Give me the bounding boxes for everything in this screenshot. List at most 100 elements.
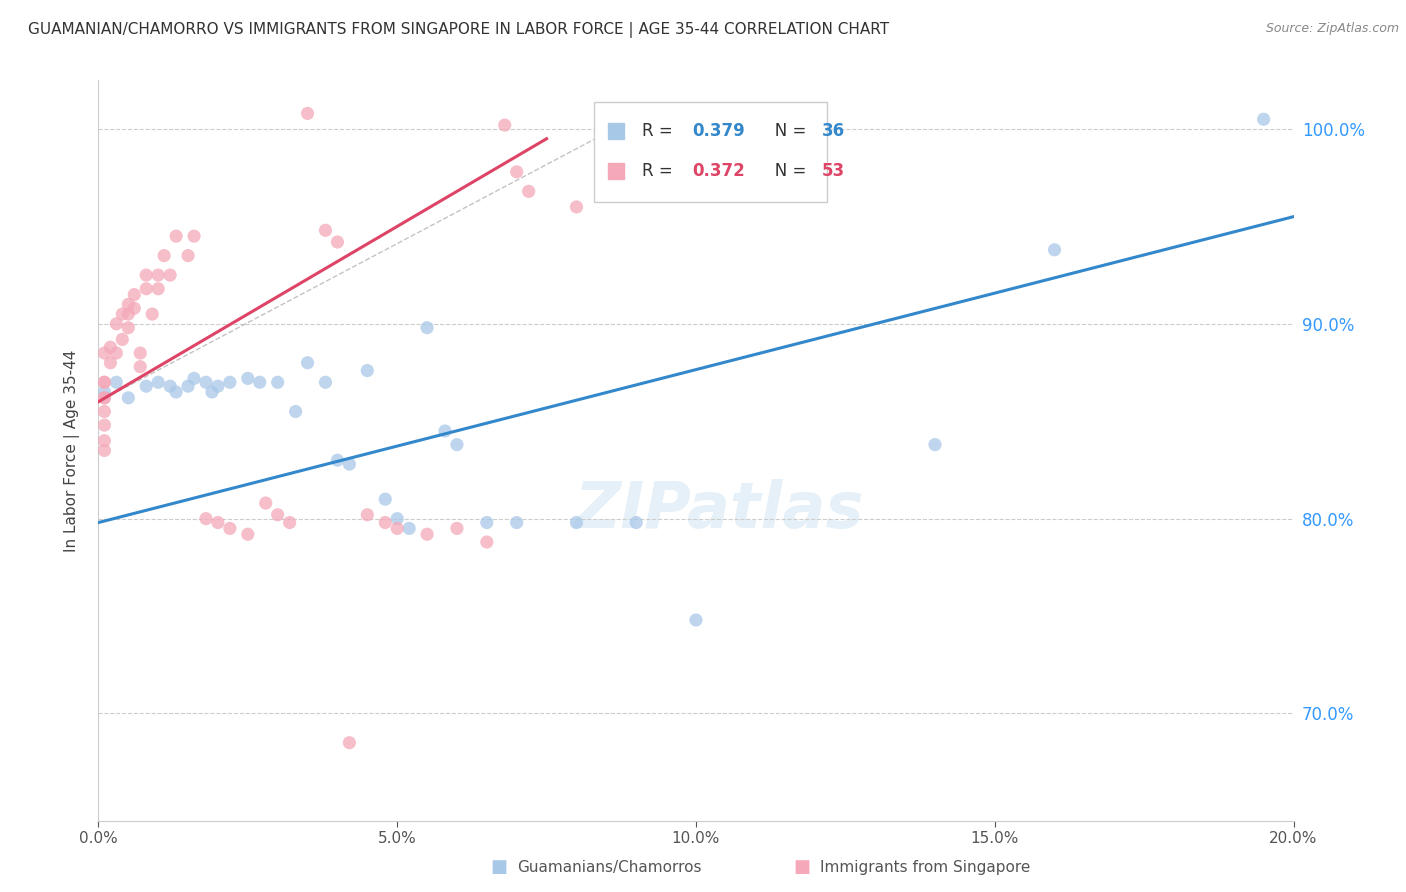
Point <box>93 434 115 448</box>
Point <box>105 346 128 360</box>
Point <box>183 371 205 385</box>
Y-axis label: In Labor Force | Age 35-44: In Labor Force | Age 35-44 <box>63 350 80 551</box>
Point <box>685 613 707 627</box>
Point <box>236 371 259 385</box>
Point <box>93 384 115 399</box>
Text: R =: R = <box>643 121 678 140</box>
Point <box>207 516 229 530</box>
Point <box>315 223 337 237</box>
Point <box>924 437 946 451</box>
Point <box>93 376 115 390</box>
Point <box>249 376 271 390</box>
Text: Source: ZipAtlas.com: Source: ZipAtlas.com <box>1265 22 1399 36</box>
Point <box>356 508 378 522</box>
Point <box>385 521 409 535</box>
Text: 0.372: 0.372 <box>692 161 745 179</box>
Text: N =: N = <box>759 121 811 140</box>
Text: 36: 36 <box>821 121 845 140</box>
Point <box>129 359 152 374</box>
Point <box>315 376 337 390</box>
Point <box>117 320 139 334</box>
Point <box>416 527 439 541</box>
Point <box>159 379 181 393</box>
Point <box>135 268 157 282</box>
Point <box>494 118 516 132</box>
Point <box>93 391 115 405</box>
Point <box>297 106 319 120</box>
Text: GUAMANIAN/CHAMORRO VS IMMIGRANTS FROM SINGAPORE IN LABOR FORCE | AGE 35-44 CORRE: GUAMANIAN/CHAMORRO VS IMMIGRANTS FROM SI… <box>28 22 889 38</box>
Point <box>416 320 439 334</box>
Point <box>165 229 187 244</box>
Point <box>278 516 301 530</box>
Point <box>267 508 290 522</box>
Point <box>565 516 588 530</box>
Point <box>111 307 134 321</box>
Point <box>93 404 115 418</box>
Point <box>284 404 307 418</box>
Point <box>98 340 122 354</box>
Point <box>98 356 122 370</box>
Text: 0.379: 0.379 <box>692 121 745 140</box>
Point <box>195 376 218 390</box>
FancyBboxPatch shape <box>595 103 827 202</box>
Point <box>141 307 163 321</box>
Point <box>374 516 396 530</box>
Point <box>565 200 588 214</box>
Point <box>356 363 378 377</box>
Point <box>177 379 200 393</box>
Text: ■: ■ <box>491 858 508 876</box>
Point <box>517 185 540 199</box>
Point <box>117 297 139 311</box>
Point <box>105 317 128 331</box>
Point <box>446 521 468 535</box>
Point <box>159 268 181 282</box>
Point <box>506 516 529 530</box>
Text: ■: ■ <box>793 858 810 876</box>
Text: Guamanians/Chamorros: Guamanians/Chamorros <box>517 860 702 874</box>
Point <box>148 268 170 282</box>
Point <box>93 346 115 360</box>
Point <box>148 282 170 296</box>
Point <box>93 376 115 390</box>
Point <box>183 229 205 244</box>
Point <box>1043 243 1066 257</box>
Point <box>135 379 157 393</box>
Point <box>117 307 139 321</box>
Point <box>326 235 349 249</box>
Point <box>267 376 290 390</box>
Point <box>626 516 648 530</box>
Point <box>117 391 139 405</box>
Point <box>177 249 200 263</box>
Point <box>105 376 128 390</box>
Point <box>124 287 146 301</box>
Point <box>111 333 134 347</box>
Text: 53: 53 <box>821 161 845 179</box>
Point <box>339 457 361 471</box>
Point <box>219 376 242 390</box>
Point <box>1253 112 1275 127</box>
Text: N =: N = <box>759 161 811 179</box>
Point <box>93 418 115 433</box>
Point <box>219 521 242 535</box>
Point <box>475 535 498 549</box>
Point <box>374 492 396 507</box>
Point <box>135 282 157 296</box>
Point <box>434 424 457 438</box>
Point <box>207 379 229 393</box>
Text: Immigrants from Singapore: Immigrants from Singapore <box>820 860 1031 874</box>
Point <box>398 521 420 535</box>
Point <box>93 391 115 405</box>
Point <box>446 437 468 451</box>
Point <box>297 356 319 370</box>
Point <box>165 384 187 399</box>
Point <box>148 376 170 390</box>
Point <box>339 736 361 750</box>
Point <box>254 496 277 510</box>
Point <box>124 301 146 316</box>
Point <box>385 511 409 525</box>
Point <box>201 384 224 399</box>
Point <box>129 346 152 360</box>
Point <box>153 249 176 263</box>
Point <box>195 511 218 525</box>
Point <box>506 165 529 179</box>
